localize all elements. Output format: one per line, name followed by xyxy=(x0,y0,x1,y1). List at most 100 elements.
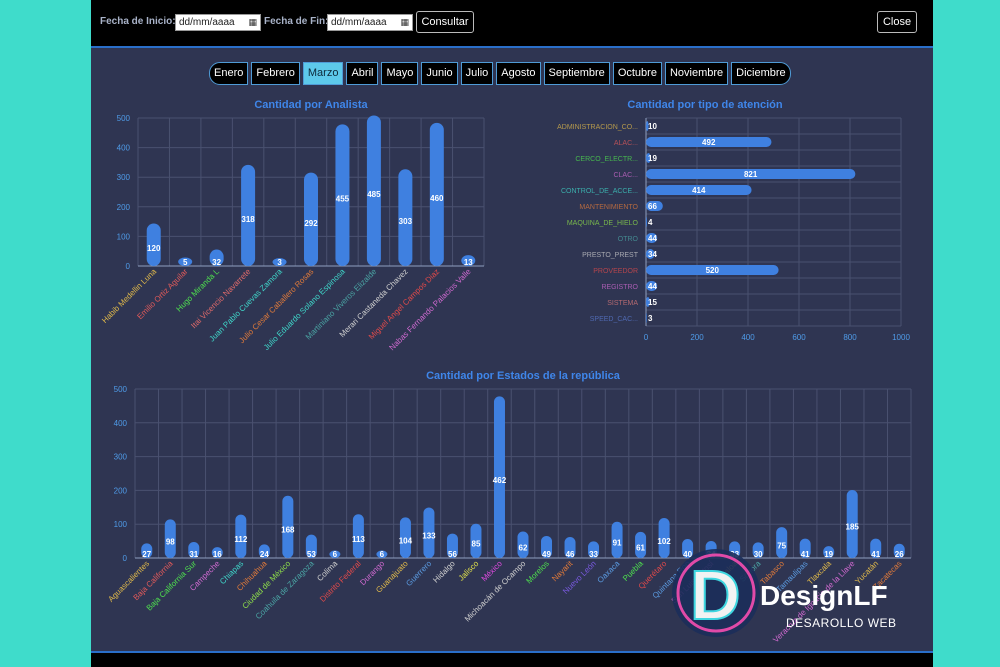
x-tick-label: 1000 xyxy=(892,333,910,342)
month-tab-septiembre[interactable]: Septiembre xyxy=(543,62,610,85)
calendar-icon[interactable]: ▦ xyxy=(400,17,409,27)
data-label: 41 xyxy=(801,550,810,559)
bar xyxy=(776,527,788,558)
bar xyxy=(241,164,256,266)
end-date-input[interactable]: dd/mm/aaaa ▦ xyxy=(327,14,413,31)
bar xyxy=(178,257,193,266)
bar xyxy=(146,223,161,266)
data-label: 62 xyxy=(519,544,528,553)
month-tab-abril[interactable]: Abril xyxy=(346,62,379,85)
category-label: PROVEEDOR xyxy=(593,268,638,275)
month-tab-julio[interactable]: Julio xyxy=(460,62,494,85)
data-label: 33 xyxy=(589,550,598,559)
bar xyxy=(470,523,482,558)
category-label: OTRO xyxy=(618,236,639,243)
data-label: 44 xyxy=(648,282,657,291)
month-tab-noviembre[interactable]: Noviembre xyxy=(664,62,729,85)
data-label: 168 xyxy=(281,526,295,535)
bar xyxy=(646,297,650,307)
data-label: 13 xyxy=(464,258,473,267)
data-label: 112 xyxy=(234,535,247,544)
bar xyxy=(752,542,764,558)
end-date-placeholder: dd/mm/aaaa xyxy=(331,17,387,28)
bar xyxy=(141,543,153,558)
data-label: 5 xyxy=(183,258,188,267)
chart-title: Cantidad por tipo de atención xyxy=(627,99,783,111)
y-tick-label: 400 xyxy=(117,144,131,153)
bar xyxy=(823,546,835,558)
chart-by-attention-type: Cantidad por tipo de atención 0 200 400 600 8… xyxy=(557,99,910,342)
data-label: 30 xyxy=(754,550,763,559)
category-label: SISTEMA xyxy=(607,300,638,307)
logo-title: DesignLF xyxy=(760,580,888,611)
data-label: 4 xyxy=(648,218,653,227)
data-label: 821 xyxy=(744,170,758,179)
y-tick-label: 500 xyxy=(114,385,128,394)
data-label: 462 xyxy=(493,476,507,485)
start-date-placeholder: dd/mm/aaaa xyxy=(179,17,235,28)
data-label: 185 xyxy=(846,523,860,532)
data-label: 460 xyxy=(430,194,444,203)
data-label: 133 xyxy=(422,532,436,541)
start-date-input[interactable]: dd/mm/aaaa ▦ xyxy=(175,14,261,31)
bar xyxy=(461,255,476,266)
data-label: 75 xyxy=(777,541,786,550)
bar xyxy=(646,217,648,227)
bar xyxy=(646,265,779,275)
data-label: 520 xyxy=(706,266,720,275)
bar xyxy=(493,396,505,558)
month-tabs: Enero Febrero Marzo Abril Mayo Junio Julio Agos… xyxy=(209,62,791,85)
bar xyxy=(893,543,905,558)
x-tick-label: 400 xyxy=(741,333,755,342)
bar xyxy=(541,535,553,558)
bar xyxy=(376,550,388,558)
category-label: PRESTO_PREST xyxy=(582,252,639,259)
data-label: 98 xyxy=(166,537,175,546)
y-tick-label: 200 xyxy=(117,203,131,212)
data-label: 15 xyxy=(648,298,657,307)
bar xyxy=(305,534,317,558)
bar xyxy=(646,281,658,291)
bar xyxy=(682,538,694,558)
data-label: 91 xyxy=(613,539,622,548)
data-label: 24 xyxy=(260,550,269,559)
category-label: Habib Medellin Luna xyxy=(100,267,158,325)
data-label: 492 xyxy=(702,138,716,147)
query-button[interactable]: Consultar xyxy=(416,11,474,33)
logo-circle xyxy=(672,549,760,637)
month-tab-octubre[interactable]: Octubre xyxy=(612,62,662,85)
category-label: Oaxaca xyxy=(596,559,622,585)
bar xyxy=(646,313,647,323)
data-label: 102 xyxy=(657,537,671,546)
bar xyxy=(846,489,858,558)
data-label: 61 xyxy=(636,544,645,553)
y-tick-label: 500 xyxy=(117,114,131,123)
y-tick-label: 100 xyxy=(117,232,131,241)
month-tab-junio[interactable]: Junio xyxy=(421,62,458,85)
month-tab-enero[interactable]: Enero xyxy=(209,62,249,85)
data-label: 40 xyxy=(683,550,692,559)
charts-canvas: Cantidad por Analista0100200300400500120… xyxy=(100,99,912,644)
calendar-icon[interactable]: ▦ xyxy=(248,17,257,27)
month-tab-febrero[interactable]: Febrero xyxy=(251,62,300,85)
data-label: 19 xyxy=(824,550,833,559)
bar xyxy=(611,521,623,558)
close-button[interactable]: Close xyxy=(877,11,917,33)
month-tab-agosto[interactable]: Agosto xyxy=(496,62,541,85)
chart-title: Cantidad por Estados de la república xyxy=(426,370,621,382)
data-label: 318 xyxy=(241,215,255,224)
data-label: 41 xyxy=(871,550,880,559)
data-label: 31 xyxy=(189,550,198,559)
month-tab-diciembre[interactable]: Diciembre xyxy=(731,62,791,85)
category-label: Morelos xyxy=(524,559,550,585)
y-tick-label: 300 xyxy=(114,453,128,462)
x-tick-label: 0 xyxy=(644,333,649,342)
bar xyxy=(304,172,318,266)
month-tab-marzo[interactable]: Marzo xyxy=(302,62,344,85)
bar xyxy=(646,121,649,131)
category-label: Aguascalientes xyxy=(106,559,151,604)
month-tab-mayo[interactable]: Mayo xyxy=(381,62,419,85)
bar xyxy=(646,249,655,259)
bar xyxy=(258,544,270,558)
bar xyxy=(646,201,663,211)
